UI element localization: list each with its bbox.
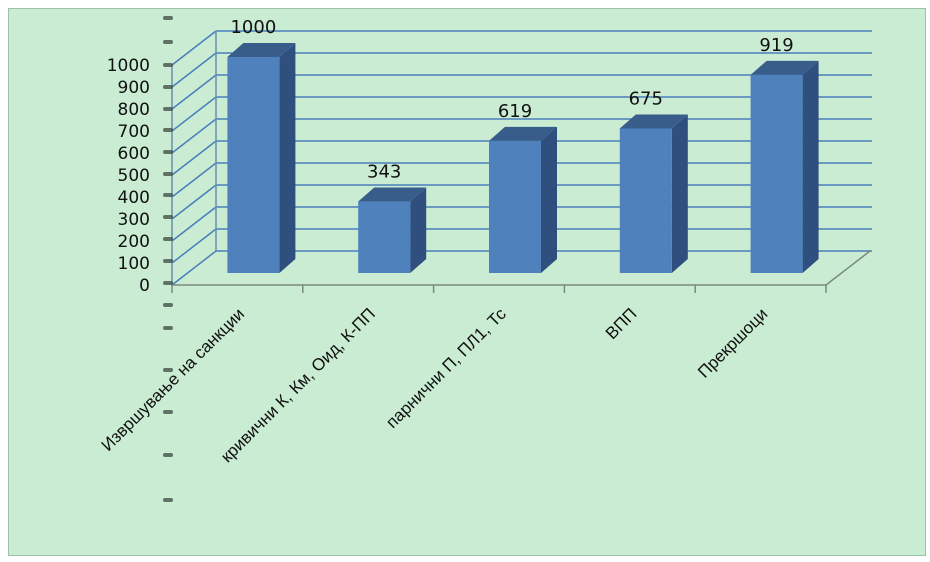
edge-mark [163,259,173,263]
bar [750,60,819,273]
gridline-diagonal [171,206,217,242]
bar-front [750,74,803,273]
gridline-diagonal [171,118,217,154]
bar-top [750,60,819,75]
y-tick-label: 0 [139,276,150,296]
gridline-diagonal [171,96,217,132]
edge-mark [163,410,173,414]
y-tick-label: 600 [118,144,150,164]
category-label: кривични К, Км, Оид, К-ПП [217,304,379,466]
category-label: парнични П, ПЛ1, Тс [382,304,510,432]
bar-top [227,43,296,57]
data-label: 919 [759,35,793,56]
gridline-diagonal [171,184,217,220]
data-label: 675 [629,89,663,110]
bar-side [279,43,296,273]
gridline-diagonal [171,74,217,110]
bar-top [489,126,557,141]
data-label: 343 [367,162,401,183]
bar [358,187,427,273]
y-tick-label: 300 [118,210,150,230]
bar-front [227,57,280,273]
bars [227,43,819,273]
edge-mark [163,326,173,330]
y-tick-label: 700 [118,122,150,142]
data-labels: 1000 343 619 675 919 [230,17,793,183]
bar-front [619,128,672,273]
edge-mark [163,215,173,219]
edge-mark [163,237,173,241]
bar-top [619,114,688,129]
data-label: 1000 [230,17,276,38]
gridline-diagonal [171,140,217,176]
edge-mark [163,150,173,154]
bar [489,126,557,273]
edge-mark [163,281,173,285]
edge-mark [163,193,173,197]
category-label: Прекршоци [694,304,771,381]
bar-side [671,114,688,273]
bar-top [358,187,427,202]
edge-mark [163,63,173,67]
edge-mark [163,368,173,372]
edge-mark [163,128,173,132]
category-label: ВПП [602,304,641,343]
bar-front [358,201,411,273]
edge-mark [163,85,173,89]
y-tick-label: 1000 [107,56,150,76]
y-tick-label: 900 [118,78,150,98]
gridline-diagonal [171,162,217,198]
floor-right-edge [825,250,871,286]
edge-mark [163,40,173,44]
left-edge-marks [163,16,173,502]
bar-side [802,60,819,273]
y-tick-label: 400 [118,188,150,208]
edge-mark [163,303,173,307]
y-tick-label: 800 [118,100,150,120]
edge-mark [163,172,173,176]
bar [619,114,688,273]
bar [227,43,296,273]
edge-mark [163,16,173,20]
gridline-diagonal [171,250,217,286]
edge-mark [163,498,173,502]
bar-front [489,140,541,273]
data-label: 619 [498,101,532,122]
category-label: Извршување на санкции [98,304,249,455]
edge-mark [163,453,173,457]
bar-side [410,187,427,273]
y-tick-label: 500 [118,166,150,186]
edge-mark [163,107,173,111]
gridline-diagonal [171,30,217,66]
gridline-diagonal [171,228,217,264]
bar-side [541,126,557,273]
y-tick-label: 100 [118,254,150,274]
y-tick-label: 200 [118,232,150,252]
gridline-diagonal [171,52,217,88]
